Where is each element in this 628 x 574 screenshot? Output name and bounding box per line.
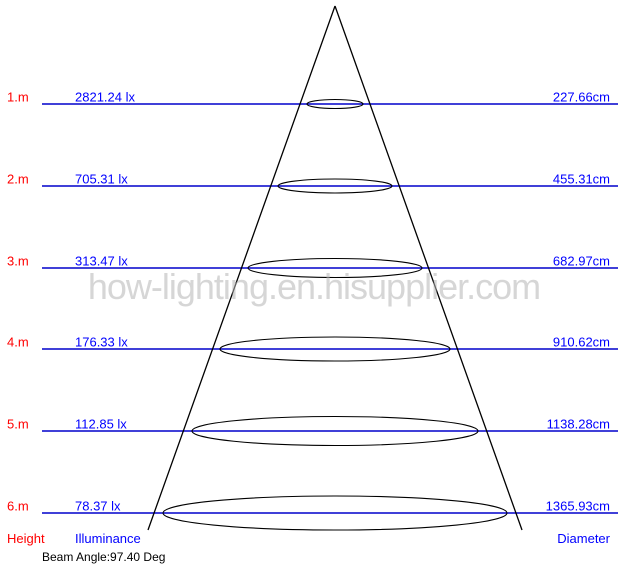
illuminance-label: 313.47 lx [75, 254, 128, 269]
illuminance-label: 705.31 lx [75, 172, 128, 187]
beam-angle-label: Beam Angle:97.40 Deg [42, 550, 165, 564]
column-header-height: Height [7, 531, 45, 546]
height-label: 1.m [7, 90, 29, 105]
illuminance-label: 176.33 lx [75, 335, 128, 350]
diameter-label: 1365.93cm [546, 499, 610, 514]
watermark-text: how-lighting.en.hisupplier.com [88, 266, 540, 308]
diameter-label: 910.62cm [553, 335, 610, 350]
beam-cone-diagram: 1.m 2821.24 lx 227.66cm 2.m 705.31 lx 455.31c… [0, 0, 628, 574]
diameter-label: 455.31cm [553, 172, 610, 187]
diameter-label: 227.66cm [553, 90, 610, 105]
height-label: 6.m [7, 499, 29, 514]
column-header-illuminance: Illuminance [75, 531, 141, 546]
diameter-label: 1138.28cm [547, 417, 610, 432]
cone-svg [0, 0, 628, 574]
diameter-label: 682.97cm [553, 254, 610, 269]
height-label: 3.m [7, 254, 29, 269]
illuminance-label: 78.37 lx [75, 499, 121, 514]
height-label: 4.m [7, 335, 29, 350]
illuminance-label: 2821.24 lx [75, 90, 135, 105]
height-label: 5.m [7, 417, 29, 432]
illuminance-label: 112.85 lx [75, 417, 127, 432]
height-label: 2.m [7, 172, 29, 187]
column-header-diameter: Diameter [557, 531, 610, 546]
